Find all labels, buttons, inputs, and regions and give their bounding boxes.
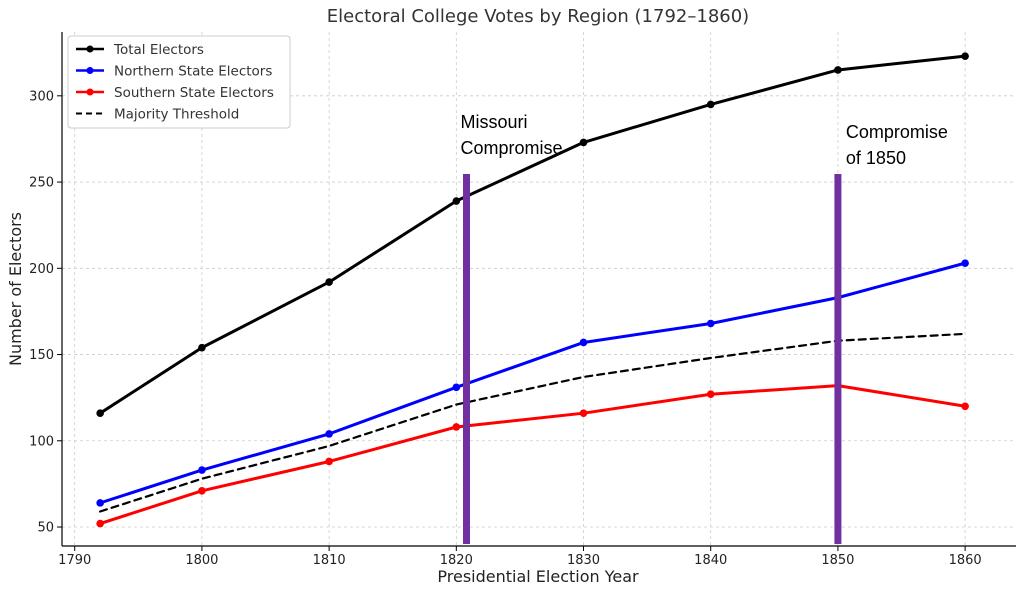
axes: 1790 1800 1810 1820 1830 1840 1850 1860 50 100 150…: [29, 32, 1016, 568]
data-point: [961, 259, 969, 267]
legend: Total Electors Northern State Electors Sou…: [67, 35, 291, 129]
y-tick-label: 300: [29, 89, 54, 104]
x-tick-label: 1850: [821, 553, 854, 568]
annotation-bar: [462, 174, 470, 544]
x-tick-label: 1800: [185, 553, 218, 568]
data-point: [706, 390, 715, 399]
y-tick-label: 150: [29, 348, 54, 363]
legend-marker: [86, 67, 94, 74]
data-point: [961, 52, 969, 60]
y-tick-label: 250: [29, 176, 54, 191]
legend-label: Northern State Electors: [114, 64, 272, 80]
y-tick-label: 100: [29, 434, 54, 449]
data-point: [198, 466, 206, 474]
data-point: [579, 138, 588, 147]
y-tick-label: 50: [37, 521, 54, 536]
data-point: [325, 278, 333, 286]
data-point: [96, 499, 104, 507]
series-line-3: [99, 332, 967, 513]
x-tick-label: 1830: [567, 553, 600, 568]
series-line-2: [98, 384, 967, 526]
annotation-bar: [834, 174, 842, 544]
x-tick-label: 1860: [949, 553, 982, 568]
annotation-label: of 1850: [846, 148, 906, 168]
data-point: [579, 338, 588, 347]
data-point: [579, 409, 588, 417]
data-point: [96, 409, 104, 417]
annotation-label: Compromise: [460, 138, 562, 158]
annotation-label: Compromise: [846, 122, 948, 142]
data-point: [198, 343, 206, 352]
y-axis-label: Number of Electors: [6, 212, 25, 366]
data-point: [834, 66, 842, 74]
data-point: [452, 197, 461, 205]
data-point: [961, 402, 969, 411]
x-axis-label: Presidential Election Year: [437, 567, 639, 586]
x-tick-label: 1810: [313, 553, 346, 568]
legend-label: Total Electors: [113, 42, 204, 58]
x-tick-label: 1790: [58, 553, 91, 568]
legend-marker: [86, 88, 94, 96]
series-layer: [96, 52, 969, 528]
legend-box: [67, 35, 291, 129]
data-point: [325, 457, 333, 466]
annotations: Missouri Compromise Compromise of 1850: [460, 112, 948, 544]
x-tick-label: 1840: [694, 553, 727, 568]
data-point: [325, 430, 333, 438]
data-point: [198, 487, 206, 495]
data-point: [706, 100, 715, 109]
data-point: [452, 383, 461, 392]
data-point: [706, 319, 715, 328]
series-line-0: [98, 54, 967, 415]
x-tick-label: 1820: [440, 553, 473, 568]
legend-marker: [86, 45, 94, 53]
data-point: [96, 519, 104, 528]
data-point: [452, 423, 461, 431]
y-tick-label: 200: [29, 262, 54, 277]
legend-label: Majority Threshold: [114, 107, 239, 123]
chart-title: Electoral College Votes by Region (1792–…: [327, 6, 749, 27]
series-line-1: [98, 261, 967, 505]
legend-label: Southern State Electors: [114, 85, 274, 101]
annotation-label: Missouri: [460, 112, 527, 132]
